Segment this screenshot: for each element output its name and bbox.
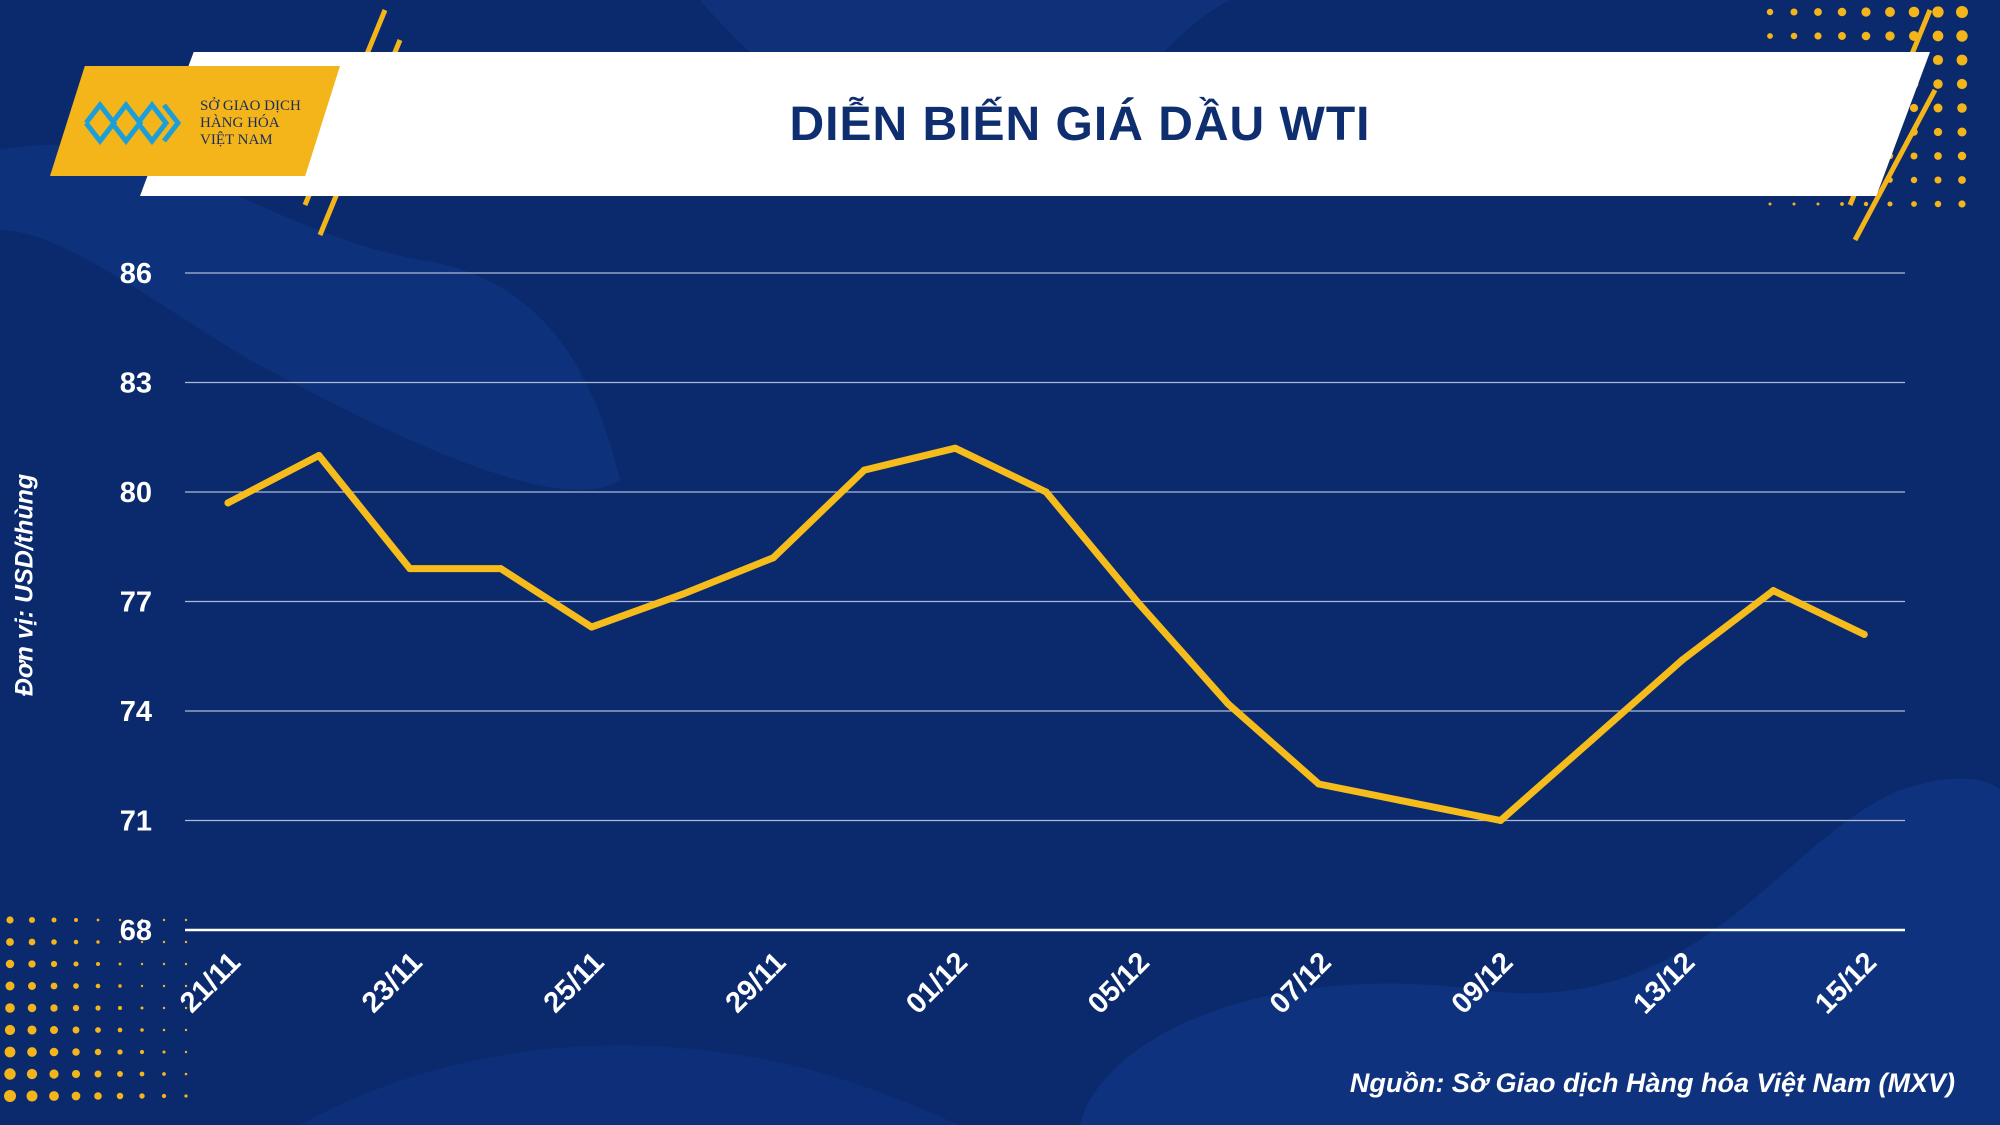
data-point [406,565,414,573]
data-point [315,452,323,459]
data-point [1769,587,1777,595]
y-tick-label: 86 [120,258,152,290]
y-tick-label: 68 [120,915,152,947]
logo-line-3: VIỆT NAM [200,132,273,148]
data-point [1588,736,1595,744]
x-tick-label: 13/12 [1627,946,1701,1020]
y-tick-label: 83 [120,368,152,400]
data-point [1315,780,1323,788]
data-point [588,623,596,631]
chart-title: DIỄN BIẾN GIÁ DẦU WTI [789,97,1371,151]
y-axis-label: Đơn vị: USD/thùng [10,473,39,697]
x-tick-label: 05/12 [1082,946,1156,1020]
y-tick-label: 80 [120,477,152,509]
data-point [224,499,232,507]
title-banner [140,52,1930,196]
data-point [1224,700,1232,708]
data-point [679,590,686,598]
data-point [1497,817,1505,824]
x-tick-label: 09/12 [1446,946,1520,1020]
logo-background [50,66,340,176]
data-point [1860,630,1868,638]
data-point [1678,656,1686,664]
x-tick-label: 21/11 [174,946,247,1019]
logo-line-1: SỞ GIAO DỊCH [200,98,301,114]
data-point [497,565,505,573]
data-point [1133,598,1141,605]
data-point [951,444,959,452]
exchange-logo-icon [84,100,182,146]
x-tick-label: 23/11 [356,946,429,1019]
data-point [1042,488,1050,496]
logo-text: SỞ GIAO DỊCH HÀNG HÓA VIỆT NAM [200,98,330,149]
x-tick-label: 07/12 [1264,946,1338,1020]
x-tick-label: 15/12 [1809,946,1883,1020]
x-tick-label: 01/12 [900,946,974,1020]
y-tick-label: 74 [120,696,152,728]
series-line-wti [224,444,1868,824]
data-point [1406,798,1414,806]
data-point [860,466,868,474]
x-tick-label: 29/11 [720,946,793,1019]
y-tick-label: 77 [120,587,152,619]
source-note: Nguồn: Sở Giao dịch Hàng hóa Việt Nam (M… [1349,1068,1955,1098]
x-tick-label: 25/11 [538,946,611,1019]
y-tick-label: 71 [120,806,152,838]
logo-line-2: HÀNG HÓA [200,115,280,131]
data-point [769,554,777,562]
